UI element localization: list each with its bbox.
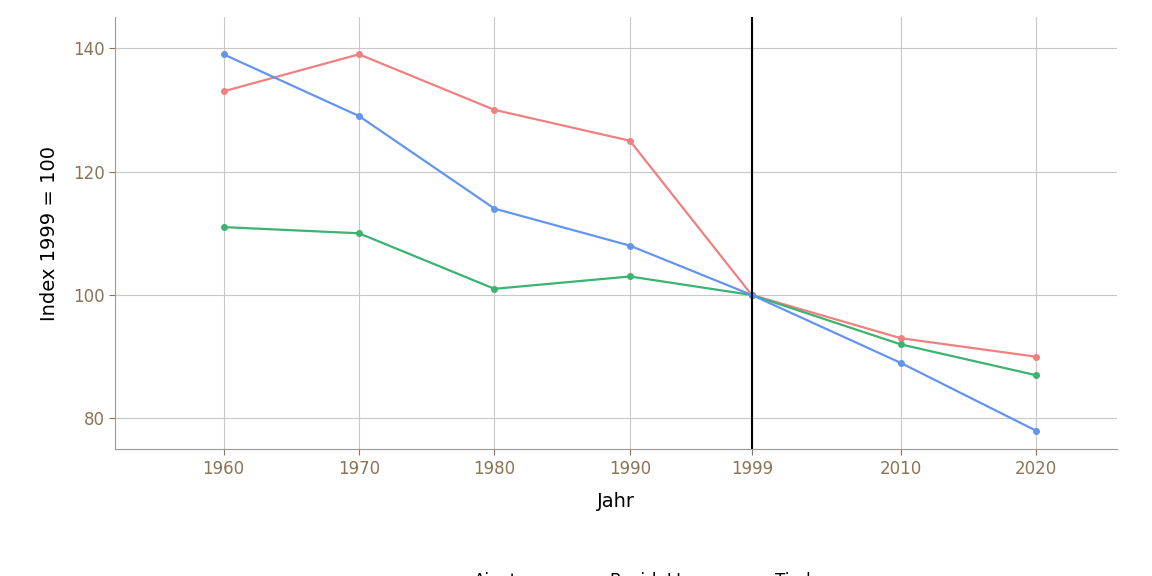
Tirol [623, 242, 637, 249]
Ainet [745, 291, 759, 298]
Ainet [487, 107, 501, 113]
Line: Tirol: Tirol [221, 51, 1039, 434]
Bezirk LI [1029, 372, 1043, 378]
Bezirk LI [623, 273, 637, 280]
Bezirk LI [487, 285, 501, 292]
Tirol [745, 291, 759, 298]
Line: Ainet: Ainet [221, 51, 1039, 359]
Bezirk LI [353, 230, 366, 237]
Ainet [623, 137, 637, 144]
Tirol [217, 51, 230, 58]
Line: Bezirk LI: Bezirk LI [221, 224, 1039, 378]
Tirol [894, 359, 908, 366]
Tirol [353, 112, 366, 119]
Bezirk LI [217, 223, 230, 230]
X-axis label: Jahr: Jahr [598, 491, 635, 510]
Y-axis label: Index 1999 = 100: Index 1999 = 100 [40, 146, 59, 321]
Ainet [217, 88, 230, 95]
Ainet [353, 51, 366, 58]
Tirol [1029, 427, 1043, 434]
Ainet [894, 335, 908, 342]
Bezirk LI [745, 291, 759, 298]
Legend: Ainet, Bezirk LI, Tirol: Ainet, Bezirk LI, Tirol [416, 566, 817, 576]
Bezirk LI [894, 341, 908, 348]
Tirol [487, 205, 501, 212]
Ainet [1029, 353, 1043, 360]
